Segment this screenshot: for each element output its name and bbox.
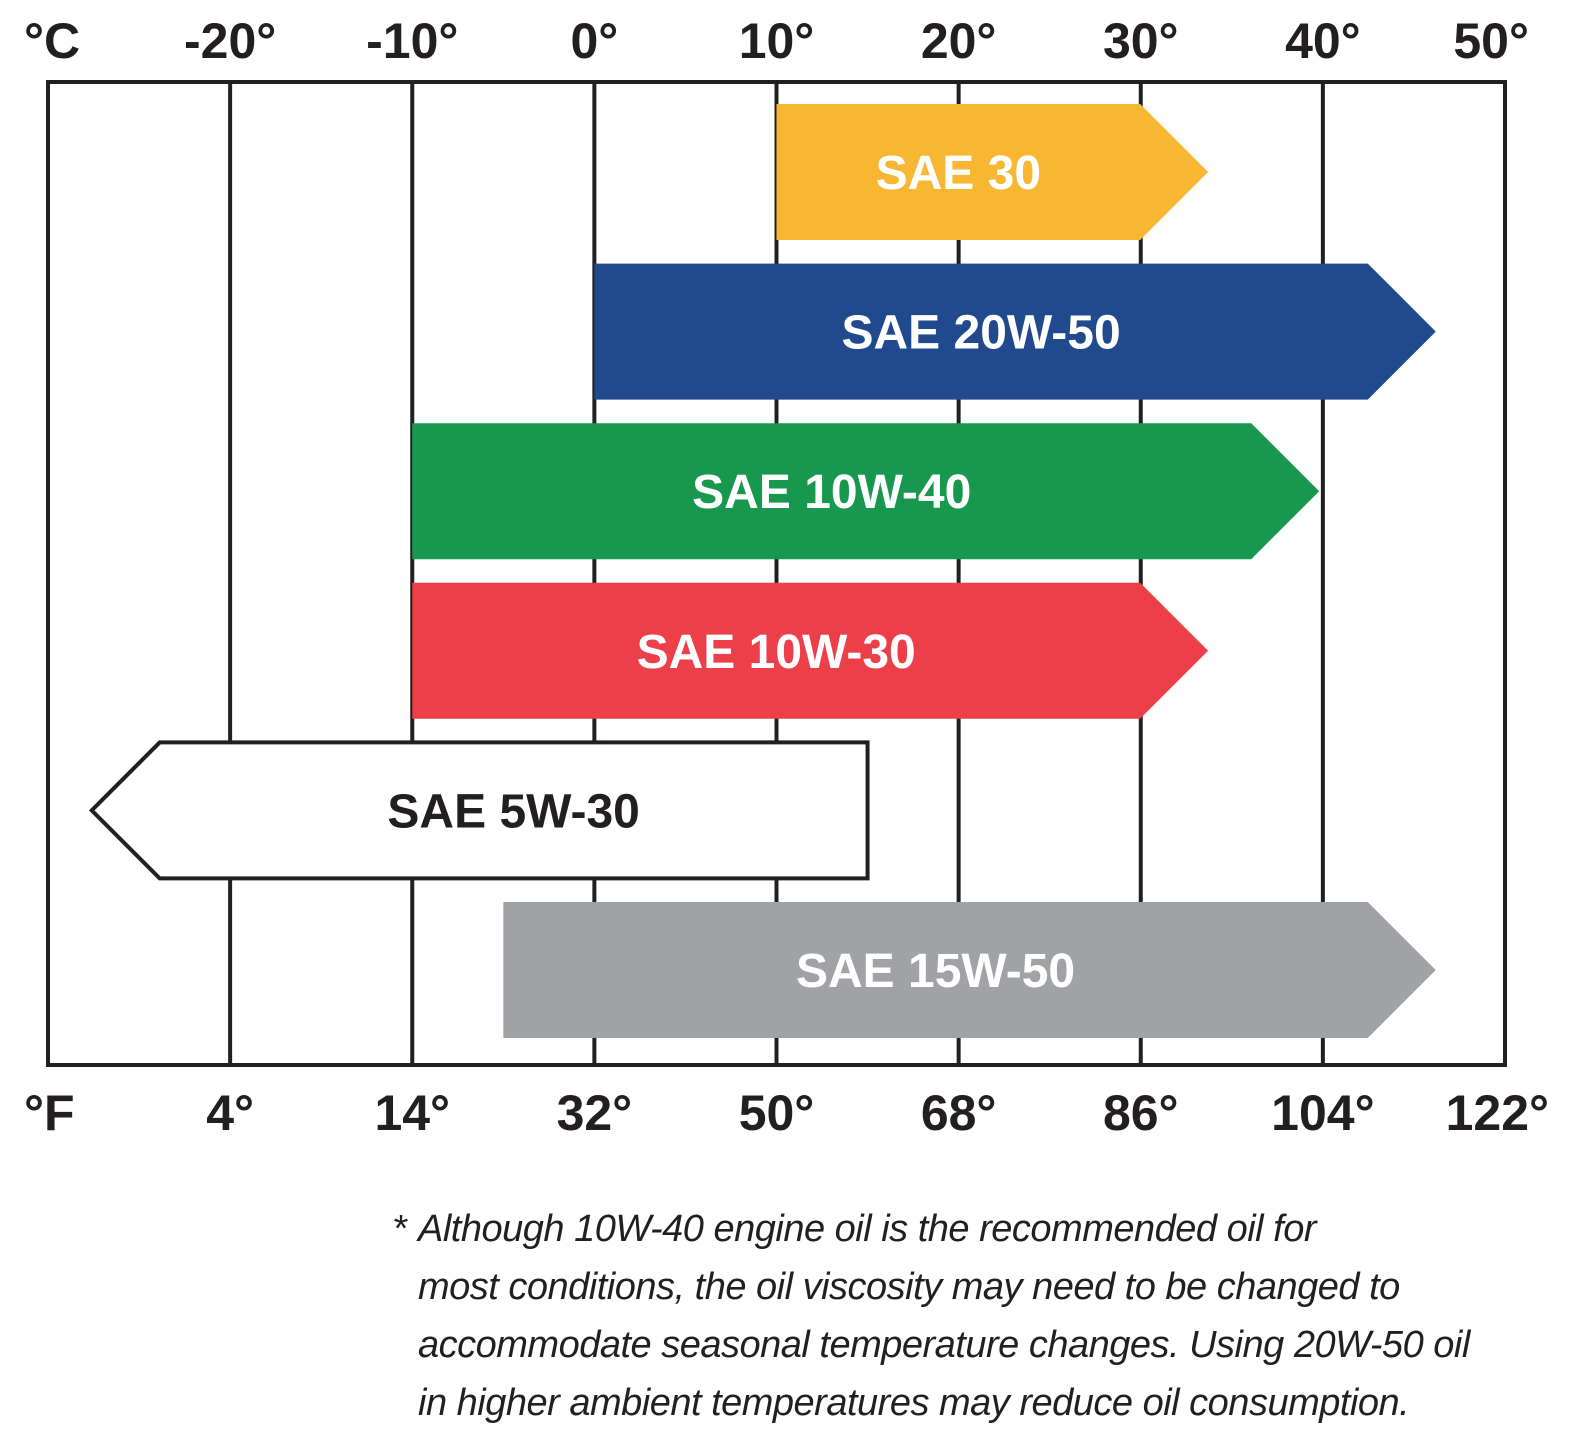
footnote-marker: * xyxy=(392,1208,407,1250)
bar-group: SAE 10W-30 xyxy=(412,582,1209,719)
fahrenheit-tick-label: 104° xyxy=(1271,1085,1374,1141)
fahrenheit-tick-label: 32° xyxy=(557,1085,633,1141)
fahrenheit-unit-label: °F xyxy=(24,1085,75,1141)
celsius-tick-label: 10° xyxy=(739,13,815,69)
celsius-tick-label: 40° xyxy=(1285,13,1361,69)
celsius-tick-label: -20° xyxy=(184,13,276,69)
fahrenheit-tick-label: 50° xyxy=(739,1085,815,1141)
oil-viscosity-chart: SAE 30 SAE 20W-50 SAE 10W-40 SAE 10W-30 SAE … xyxy=(24,13,1549,1141)
fahrenheit-tick-label: 86° xyxy=(1103,1085,1179,1141)
viscosity-bars: SAE 30 SAE 20W-50 SAE 10W-40 SAE 10W-30 SAE … xyxy=(88,104,1436,1038)
fahrenheit-tick-label: 4° xyxy=(206,1085,254,1141)
bar-group: SAE 5W-30 xyxy=(88,740,870,881)
celsius-tick-label: 30° xyxy=(1103,13,1179,69)
bar-sae-10w-30 xyxy=(412,582,1209,719)
fahrenheit-tick-label: 122° xyxy=(1446,1085,1549,1141)
bar-label: SAE 10W-30 xyxy=(637,626,916,679)
axis-tick-labels: °C °F -20° -10° 0° 10° 20° 30° 40° 50° 4° 14° 32° 50°… xyxy=(24,13,1549,1141)
footnote-line: Although 10W-40 engine oil is the recomm… xyxy=(418,1208,1317,1250)
bar-group: SAE 15W-50 xyxy=(503,902,1436,1038)
celsius-tick-label: -10° xyxy=(366,13,458,69)
fahrenheit-tick-label: 68° xyxy=(921,1085,997,1141)
footnote: * Although 10W-40 engine oil is the reco… xyxy=(392,1200,1562,1432)
footnote-line: accommodate seasonal temperature changes… xyxy=(418,1324,1470,1366)
bar-group: SAE 10W-40 xyxy=(412,423,1320,560)
bar-group: SAE 30 xyxy=(776,104,1209,240)
bar-label: SAE 30 xyxy=(876,147,1041,200)
plot-frame xyxy=(46,80,1507,1067)
bar-sae-10w-40 xyxy=(412,423,1320,560)
celsius-tick-label: 20° xyxy=(921,13,997,69)
bar-label: SAE 5W-30 xyxy=(387,785,639,838)
footnote-line: in higher ambient temperatures may reduc… xyxy=(418,1382,1410,1424)
celsius-unit-label: °C xyxy=(24,13,80,69)
bar-label: SAE 20W-50 xyxy=(842,307,1121,360)
celsius-tick-label: 0° xyxy=(570,13,618,69)
grid-lines xyxy=(228,82,1325,1065)
bar-group: SAE 20W-50 xyxy=(594,263,1436,400)
bar-sae-15w-50 xyxy=(503,902,1436,1038)
fahrenheit-tick-label: 14° xyxy=(374,1085,450,1141)
bar-sae-5w-30 xyxy=(88,740,870,881)
bar-label: SAE 10W-40 xyxy=(692,466,971,519)
bar-label: SAE 15W-50 xyxy=(796,945,1075,998)
celsius-tick-label: 50° xyxy=(1453,13,1529,69)
bar-sae-20w-50 xyxy=(594,263,1436,400)
bar-sae-30 xyxy=(776,104,1209,240)
footnote-line: most conditions, the oil viscosity may n… xyxy=(418,1266,1400,1308)
